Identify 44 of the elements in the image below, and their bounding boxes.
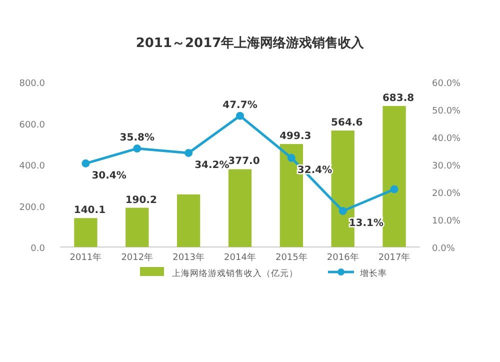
data-label: 30.4% <box>92 170 126 182</box>
x-tick-label: 2015年 <box>275 252 308 263</box>
data-label: 377.0 <box>228 156 260 168</box>
data-label: 190.2 <box>125 194 157 206</box>
x-tick-label: 2017年 <box>378 252 410 263</box>
y-tick-label: 0.0 <box>30 244 46 254</box>
data-label: 140.1 <box>74 205 106 216</box>
point <box>133 144 142 153</box>
point <box>82 159 90 168</box>
bar <box>74 218 98 247</box>
legend-label: 增长率 <box>359 268 387 279</box>
point <box>287 154 296 162</box>
x-tick-label: 2011年 <box>70 252 102 263</box>
data-label: 35.8% <box>120 132 154 144</box>
y2-tick-label: 20.0% <box>432 189 462 199</box>
point <box>184 148 193 157</box>
y2-tick-label: 60.0% <box>432 79 462 89</box>
data-label: 34.2% <box>194 160 230 171</box>
point <box>390 185 398 194</box>
bar <box>177 194 200 247</box>
bar <box>382 106 406 247</box>
bar <box>228 169 252 247</box>
data-label: 564.6 <box>331 118 363 129</box>
y2-tick-label: 50.0% <box>432 106 462 116</box>
y2-tick-label: 30.0% <box>432 162 462 172</box>
y2-tick-label: 40.0% <box>432 134 462 144</box>
bar <box>126 208 149 247</box>
y2-tick-label: 0.0% <box>432 244 456 254</box>
x-tick-label: 2014年 <box>224 252 256 263</box>
y-tick-label: 600.0 <box>19 120 46 130</box>
chart-title: 2011～2017年上海网络游戏销售收入 <box>136 35 366 51</box>
x-tick-label: 2016年 <box>326 252 359 263</box>
point <box>338 206 347 215</box>
x-tick-label: 2012年 <box>121 252 154 263</box>
data-label: 683.8 <box>382 92 414 104</box>
y-tick-label: 800.0 <box>19 79 46 89</box>
y-tick-label: 400.0 <box>19 162 46 172</box>
x-tick-label: 2013年 <box>172 252 205 263</box>
y-tick-label: 200.0 <box>19 202 46 213</box>
data-label: 47.7% <box>222 100 258 111</box>
legend-label: 上海网络游戏销售收入（亿元） <box>172 268 298 279</box>
point <box>236 112 244 120</box>
data-label: 499.3 <box>280 131 312 142</box>
y2-tick-label: 10.0% <box>432 216 462 226</box>
